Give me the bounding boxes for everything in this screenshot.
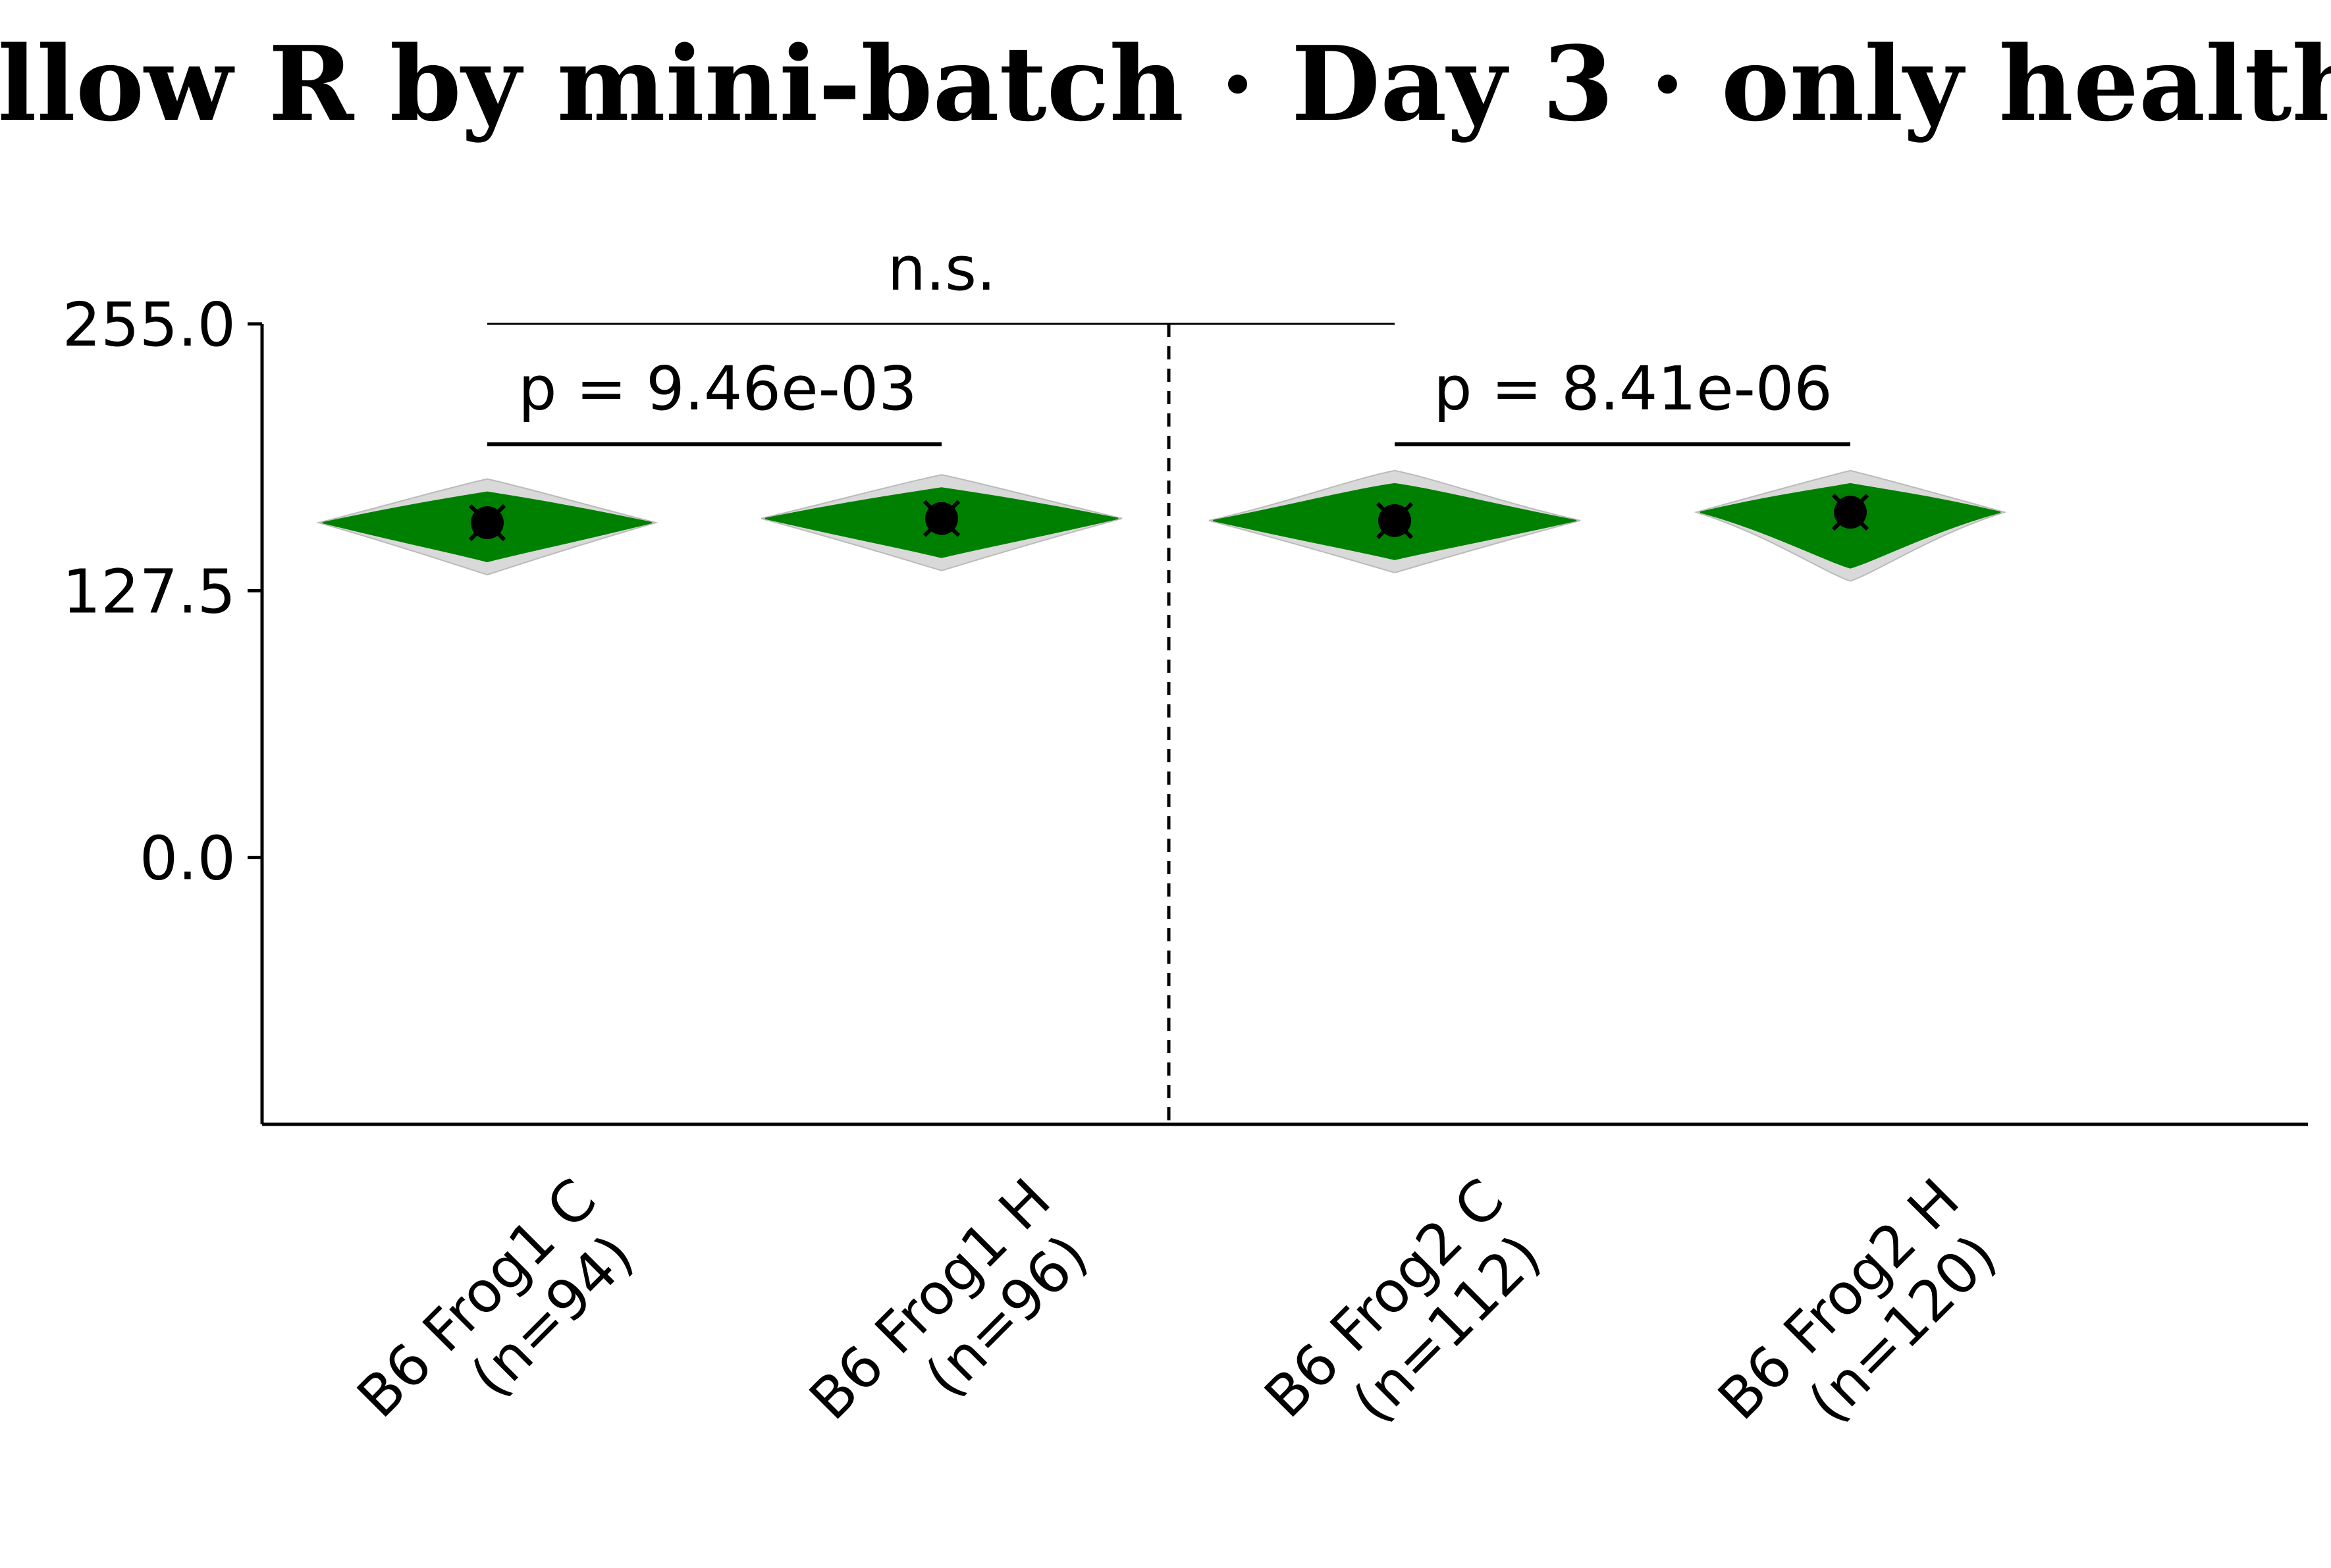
mean-cross-4 [1831, 493, 1869, 531]
mean-cross-2 [923, 500, 961, 537]
chart-title: Yellow R by mini-batch · Day 3 · only he… [0, 24, 2331, 144]
x-tick-label-group-4: B6 Frog2 H(n=120) [1706, 1166, 2010, 1436]
x-tick-label-group-3: B6 Frog2 C(n=112) [1252, 1166, 1554, 1436]
comparison-label-3: n.s. [888, 234, 996, 304]
y-tick-label: 127.5 [63, 556, 236, 627]
y-tick-label: 0.0 [140, 823, 236, 894]
y-tick-label: 255.0 [63, 290, 236, 360]
x-tick-label-group-2: B6 Frog1 H(n=96) [797, 1166, 1101, 1432]
comparison-label-1: p = 9.46e-03 [518, 353, 917, 424]
x-tick-label-group-1: B6 Frog1 C(n=94) [345, 1166, 647, 1430]
plot-area: 255.0 127.5 0.0 B6 Frog1 C(n=94) B6 Frog1 H(… [63, 234, 2308, 1436]
mean-cross-1 [468, 504, 506, 542]
mean-cross-3 [1376, 502, 1414, 539]
comparison-label-2: p = 8.41e-06 [1433, 353, 1833, 424]
